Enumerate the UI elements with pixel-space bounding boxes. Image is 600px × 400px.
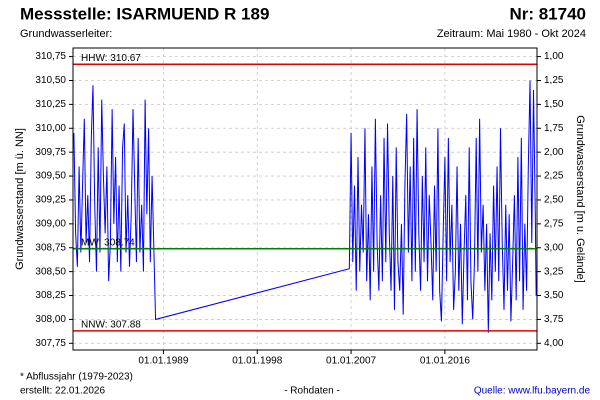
y-tick-label: 310,75: [35, 51, 66, 62]
source: Quelle: www.lfu.bayern.de: [474, 386, 591, 397]
period: Zeitraum: Mai 1980 - Okt 2024: [437, 28, 586, 40]
y-tick-label: 309,75: [35, 147, 66, 158]
reference-label: NNW: 307.88: [81, 320, 141, 331]
y2-tick-label: 2,25: [544, 171, 564, 182]
y2-tick-label: 3,75: [544, 314, 564, 325]
y-tick-label: 308,75: [35, 242, 66, 253]
plot-frame: [72, 47, 538, 351]
y2-tick-label: 4,00: [544, 338, 564, 349]
created: erstellt: 22.01.2026: [20, 386, 105, 397]
y2-tick-label: 3,25: [544, 266, 564, 277]
footnote: * Abflussjahr (1979-2023): [20, 372, 133, 383]
data-note: - Rohdaten -: [284, 386, 340, 397]
y-tick-label: 309,00: [35, 218, 66, 229]
x-tick-label: 01.01.2016: [420, 356, 470, 367]
y-tick-label: 310,25: [35, 99, 66, 110]
y-tick-label: 307,75: [35, 338, 66, 349]
y-tick-label: 308,00: [35, 314, 66, 325]
reference-label: MW: 308.74: [81, 237, 135, 248]
y-tick-label: 308,25: [35, 290, 66, 301]
data-line: [73, 80, 537, 333]
y-tick-label: 309,25: [35, 195, 66, 206]
y2-tick-label: 3,00: [544, 242, 564, 253]
y2-tick-label: 2,50: [544, 195, 564, 206]
y2-tick-label: 1,75: [544, 123, 564, 134]
y2-axis-label: Grundwasserstand [m u. Gelände]: [574, 115, 586, 283]
y2-tick-label: 1,50: [544, 99, 564, 110]
x-tick-label: 01.01.2007: [326, 356, 376, 367]
y-tick-label: 310,00: [35, 123, 66, 134]
x-tick-label: 01.01.1989: [138, 356, 188, 367]
chart-title: Messstelle: ISARMUEND R 189: [20, 4, 269, 23]
y-tick-label: 310,50: [35, 75, 66, 86]
reference-label: HHW: 310.67: [81, 53, 141, 64]
y-axis-label: Grundwasserstand [m ü. NN]: [14, 128, 26, 270]
y2-tick-label: 1,25: [544, 75, 564, 86]
y2-tick-label: 2,75: [544, 218, 564, 229]
y2-tick-label: 1,00: [544, 51, 564, 62]
y2-tick-label: 2,00: [544, 147, 564, 158]
y-tick-label: 308,50: [35, 266, 66, 277]
subtitle: Grundwasserleiter:: [20, 28, 112, 40]
station-number: Nr: 81740: [509, 4, 586, 23]
x-tick-label: 01.01.1998: [232, 356, 282, 367]
y-tick-label: 309,50: [35, 171, 66, 182]
y2-tick-label: 3,50: [544, 290, 564, 301]
